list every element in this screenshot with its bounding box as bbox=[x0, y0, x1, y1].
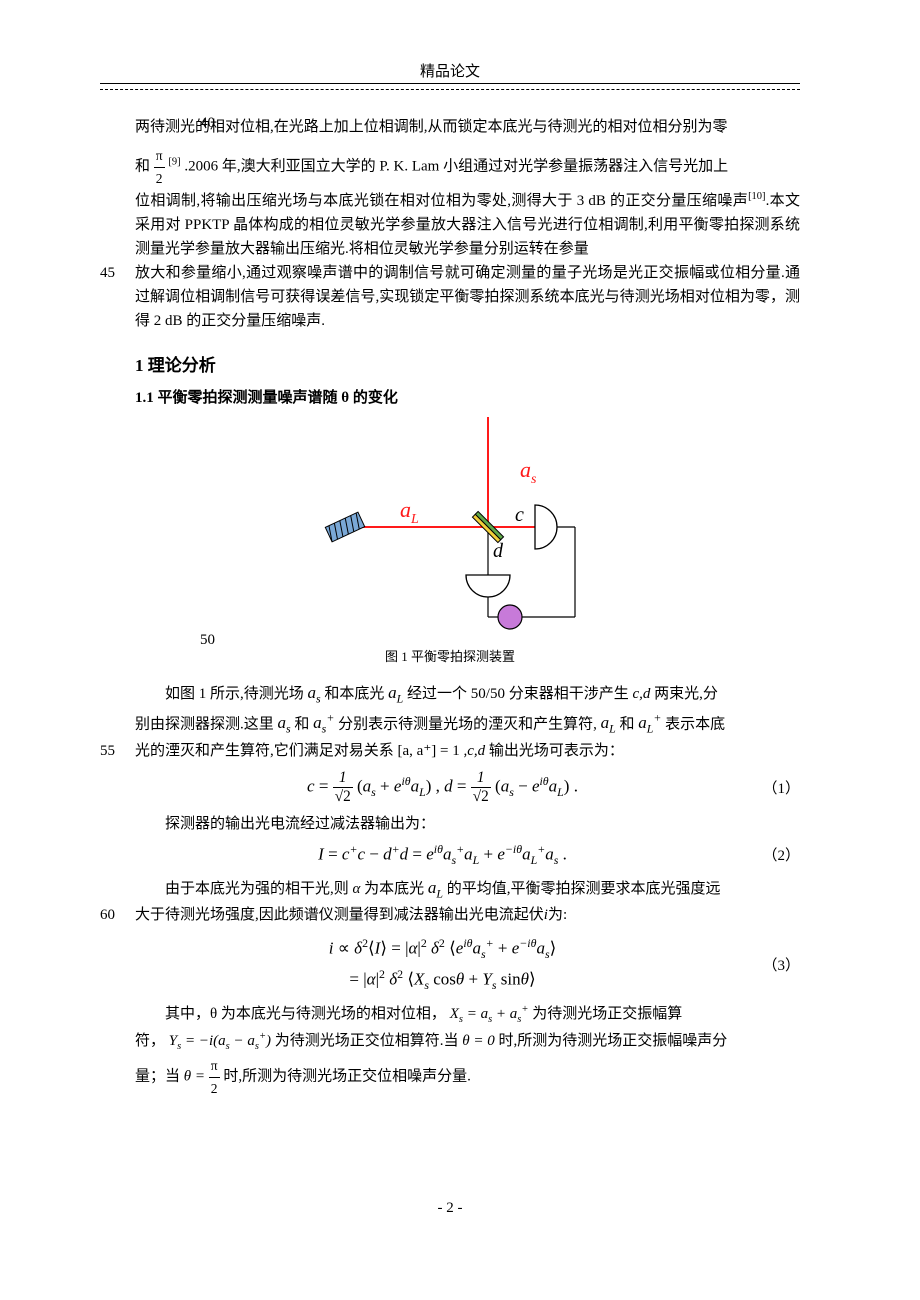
eq2-num: （2） bbox=[750, 844, 800, 865]
t6b: 为: bbox=[548, 907, 567, 923]
line-number-40: 40 bbox=[200, 115, 215, 132]
eq2-body: I = c+c − d+d = eiθas+aL + e−iθaL+as . bbox=[135, 842, 750, 868]
p2-line3: 光的湮灭和产生算符,它们满足对易关系 [a, a⁺] = 1 ,c,d 输出光场… bbox=[135, 739, 800, 763]
line-number-50: 50 bbox=[200, 632, 215, 649]
t3b: 输出光场可表示为： bbox=[489, 743, 624, 759]
label-as: as bbox=[520, 457, 537, 487]
t5c: 的平均值,平衡零拍探测要求本底光强度远 bbox=[447, 881, 721, 897]
t1d: 两束光,分 bbox=[654, 686, 718, 702]
pi-over-2-a: π 2 bbox=[154, 145, 165, 189]
cd: c,d bbox=[632, 686, 650, 702]
t5b: 为本底光 bbox=[364, 881, 428, 897]
paragraph-4: 由于本底光为强的相干光,则 α 为本底光 aL 的平均值,平衡零拍探测要求本底光… bbox=[135, 874, 800, 927]
line-number-55: 55 bbox=[100, 739, 115, 763]
p1-line3: 位相调制,将输出压缩光场与本底光锁在相对位相为零处,测得大于 3 dB 的正交分… bbox=[135, 189, 800, 261]
p5-line3: 量；当 θ = π 2 时,所测为待测光场正交位相噪声分量. bbox=[135, 1055, 800, 1099]
t2a: 别由探测器探测.这里 bbox=[135, 716, 278, 732]
p5-line1: 其中，θ 为本底光与待测光场的相对位相， Xs = as + as+ 为待测光场… bbox=[135, 1002, 800, 1029]
paragraph-1: 两待测光的相对位相,在光路上加上位相调制,从而锁定本底光与待测光的相对位相分别为… bbox=[135, 115, 800, 333]
as-1: as bbox=[308, 683, 321, 702]
page-number: - 2 - bbox=[100, 1200, 800, 1217]
p1c: 位相调制,将输出压缩光场与本底光锁在相对位相为零处,测得大于 3 dB 的正交分… bbox=[135, 193, 748, 209]
section-1-title: 1 理论分析 bbox=[135, 351, 800, 376]
paragraph-5: 其中，θ 为本底光与待测光场的相对位相， Xs = as + as+ 为待测光场… bbox=[135, 1002, 800, 1100]
t2d: 和 bbox=[619, 716, 638, 732]
label-al: aL bbox=[400, 497, 419, 527]
frac-num: π bbox=[154, 145, 165, 168]
equation-3: i ∝ δ2⟨I⟩ = |α|2 δ2 ⟨eiθas+ + e−iθas⟩ = … bbox=[135, 933, 800, 996]
detector-right bbox=[535, 505, 557, 549]
t8a: 符， bbox=[135, 1033, 165, 1049]
ys-def: Ys = −i(as − as+) bbox=[169, 1033, 271, 1049]
t2b: 和 bbox=[294, 716, 313, 732]
p1-line5: 放大和参量缩小,通过观察噪声谱中的调制信号就可确定测量的量子光场是光正交振幅或位… bbox=[135, 261, 800, 333]
eq3-num: （3） bbox=[750, 954, 800, 975]
aL-2: aL bbox=[601, 713, 616, 732]
t8c: 时,所测为待测光场正交振幅噪声分 bbox=[499, 1033, 728, 1049]
t1c: 经过一个 50/50 分束器相干涉产生 bbox=[407, 686, 632, 702]
ref-9: [9] bbox=[168, 157, 180, 168]
p1-line2: 和 π 2 [9] .2006 年,澳大利亚国立大学的 P. K. Lam 小组… bbox=[135, 145, 800, 189]
as-2: as bbox=[278, 713, 291, 732]
line-number-60: 60 bbox=[100, 903, 115, 927]
t4: 探测器的输出光电流经过减法器输出为： bbox=[135, 812, 800, 836]
figure-1: as aL c d bbox=[100, 417, 800, 642]
p2-line1: 如图 1 所示,待测光场 as 和本底光 aL 经过一个 50/50 分束器相干… bbox=[135, 679, 800, 708]
p1b-after: .2006 年,澳大利亚国立大学的 P. K. Lam 小组通过对光学参量振荡器… bbox=[184, 159, 728, 175]
frac-den: 2 bbox=[154, 168, 165, 190]
p1-line1: 两待测光的相对位相,在光路上加上位相调制,从而锁定本底光与待测光的相对位相分别为… bbox=[135, 115, 800, 139]
mirror-left bbox=[325, 512, 364, 542]
subtractor bbox=[498, 605, 522, 629]
t9b: 时,所测为待测光场正交位相噪声分量. bbox=[223, 1069, 471, 1085]
eq1-num: （1） bbox=[750, 777, 800, 798]
aL-1: aL bbox=[388, 683, 403, 702]
label-d: d bbox=[493, 540, 504, 562]
t1a: 如图 1 所示,待测光场 bbox=[165, 686, 308, 702]
equation-2: I = c+c − d+d = eiθas+aL + e−iθaL+as . （… bbox=[135, 842, 800, 868]
p1b-before: 和 bbox=[135, 159, 150, 175]
t6: 大于待测光场强度,因此频谱仪测量得到减法器输出光电流起伏 bbox=[135, 907, 544, 923]
t9a: 量；当 bbox=[135, 1069, 180, 1085]
figure-1-svg: as aL c d bbox=[290, 417, 610, 637]
aL-3: aL bbox=[428, 878, 443, 897]
t7a: 其中，θ 为本底光与待测光场的相对位相， bbox=[165, 1006, 446, 1022]
eq1-body: c = 1√2 (as + eiθaL) , d = 1√2 (as − eiθ… bbox=[135, 769, 750, 806]
theta-pi2: θ = bbox=[184, 1069, 209, 1085]
xs-def: Xs = as + as+ bbox=[450, 1006, 529, 1022]
t3a: 光的湮灭和产生算符,它们满足对易关系 bbox=[135, 743, 394, 759]
aL-dag: aL+ bbox=[638, 713, 661, 732]
paragraph-2: 如图 1 所示,待测光场 as 和本底光 aL 经过一个 50/50 分束器相干… bbox=[135, 679, 800, 763]
p2-line2: 别由探测器探测.这里 as 和 as+ 分别表示待测量光场的湮灭和产生算符, a… bbox=[135, 709, 800, 739]
section-1-1-title: 1.1 平衡零拍探测测量噪声谱随 θ 的变化 bbox=[135, 386, 800, 407]
t2e: 表示本底 bbox=[665, 716, 725, 732]
theta0: θ = 0 bbox=[462, 1033, 495, 1049]
p4-line2: 大于待测光场强度,因此频谱仪测量得到减法器输出光电流起伏i为: bbox=[135, 903, 800, 927]
label-c: c bbox=[515, 504, 524, 526]
ref-10: [10] bbox=[748, 191, 766, 202]
t7b: 为待测光场正交振幅算 bbox=[532, 1006, 682, 1022]
commutator: [a, a⁺] = 1 bbox=[398, 743, 460, 759]
comma-cd: ,c,d bbox=[463, 743, 485, 759]
header-title: 精品论文 bbox=[100, 60, 800, 81]
header-rule-dashed bbox=[100, 89, 800, 90]
alpha-sym: α bbox=[353, 881, 361, 897]
detector-bottom bbox=[466, 575, 510, 597]
t8b: 为待测光场正交位相算符.当 bbox=[275, 1033, 459, 1049]
as-dag: as+ bbox=[313, 713, 334, 732]
t2c: 分别表示待测量光场的湮灭和产生算符, bbox=[338, 716, 597, 732]
eq3-body: i ∝ δ2⟨I⟩ = |α|2 δ2 ⟨eiθas+ + e−iθas⟩ = … bbox=[135, 933, 750, 996]
line-number-45: 45 bbox=[100, 261, 115, 285]
paragraph-3: 探测器的输出光电流经过减法器输出为： bbox=[135, 812, 800, 836]
pi-over-2-b: π 2 bbox=[209, 1055, 220, 1099]
header-rule-solid bbox=[100, 83, 800, 84]
page: 精品论文 40 两待测光的相对位相,在光路上加上位相调制,从而锁定本底光与待测光… bbox=[0, 0, 920, 1277]
t5a: 由于本底光为强的相干光,则 bbox=[165, 881, 349, 897]
equation-1: c = 1√2 (as + eiθaL) , d = 1√2 (as − eiθ… bbox=[135, 769, 800, 806]
t1b: 和本底光 bbox=[324, 686, 388, 702]
p4-line1: 由于本底光为强的相干光,则 α 为本底光 aL 的平均值,平衡零拍探测要求本底光… bbox=[135, 874, 800, 903]
p5-line2: 符， Ys = −i(as − as+) 为待测光场正交位相算符.当 θ = 0… bbox=[135, 1029, 800, 1056]
